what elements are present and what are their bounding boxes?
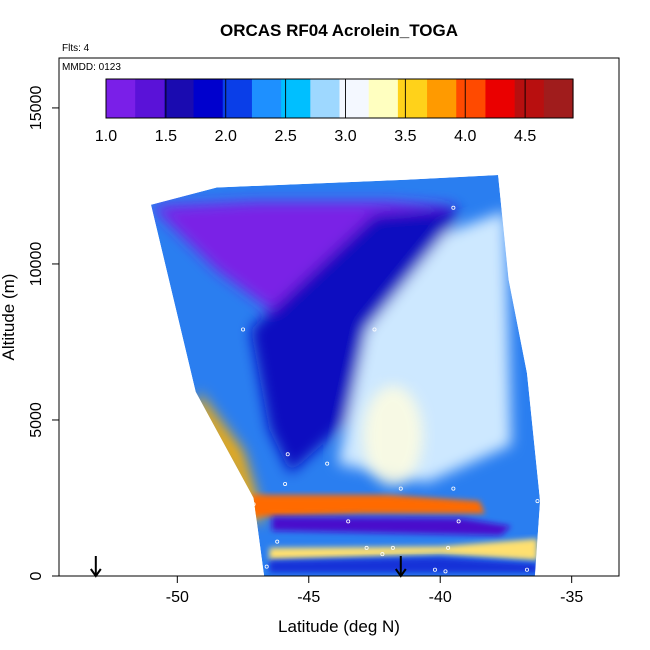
obs-point xyxy=(346,519,351,524)
y-axis: 0 5000 10000 15000 xyxy=(28,86,59,580)
obs-point xyxy=(485,169,490,174)
flights-note: Flts: 4 xyxy=(62,43,90,54)
y-tick-label: 15000 xyxy=(28,86,45,131)
colorbar-swatch xyxy=(251,79,282,118)
field-dark-low-layer xyxy=(269,557,538,573)
obs-point xyxy=(372,327,377,332)
colorbar-swatch xyxy=(456,79,487,118)
colorbar-tick-label: 2.0 xyxy=(215,128,237,145)
colorbar-tick-label: 2.5 xyxy=(274,128,296,145)
obs-point xyxy=(443,569,448,574)
colorbar-swatch xyxy=(106,79,136,118)
field-warm-layer xyxy=(250,494,485,517)
y-tick-label: 0 xyxy=(28,571,45,580)
field-warm-low-layer xyxy=(269,538,538,561)
colorbar-tick-label: 4.0 xyxy=(454,128,476,145)
y-tick-label: 5000 xyxy=(28,402,45,438)
colorbar-tick-label: 1.0 xyxy=(95,128,117,145)
obs-point xyxy=(275,539,280,544)
colorbar-swatch xyxy=(485,79,516,118)
colorbar-swatch xyxy=(397,79,428,118)
obs-point xyxy=(380,552,385,557)
chart-title: ORCAS RF04 Acrolein_TOGA xyxy=(220,21,458,40)
obs-point xyxy=(456,519,461,524)
colorbar-tick-label: 3.5 xyxy=(394,128,416,145)
colorbar-swatch xyxy=(514,79,545,118)
heatmap-field xyxy=(151,175,541,576)
colorbar-swatch xyxy=(222,79,253,118)
obs-point xyxy=(364,545,369,550)
colorbar-tick-label: 4.5 xyxy=(514,128,536,145)
colorbar-tick-label: 1.5 xyxy=(155,128,177,145)
obs-point xyxy=(451,486,456,491)
field-warm-edge-band xyxy=(195,391,267,520)
obs-point xyxy=(535,499,540,504)
x-tick-label: -40 xyxy=(429,589,452,606)
obs-point xyxy=(251,502,256,507)
plot-frame xyxy=(58,57,620,577)
obs-point xyxy=(283,481,288,486)
obs-point xyxy=(398,486,403,491)
colorbar-swatch xyxy=(164,79,195,118)
colorbar: 1.0 1.5 2.0 2.5 3.0 3.5 4.0 4.5 xyxy=(95,78,574,145)
date-note: MMDD: 0123 xyxy=(62,62,121,73)
colorbar-swatch xyxy=(368,79,399,118)
observation-points xyxy=(241,169,540,574)
flight-arrow xyxy=(394,556,407,578)
obs-point xyxy=(390,545,395,550)
colorbar-swatch xyxy=(427,79,457,118)
obs-point xyxy=(451,205,456,210)
obs-point xyxy=(241,327,246,332)
obs-point xyxy=(264,564,269,569)
obs-point xyxy=(446,545,451,550)
x-axis: -50 -45 -40 -35 xyxy=(166,576,583,606)
flight-arrow xyxy=(89,556,102,578)
colorbar-tick-label: 3.0 xyxy=(334,128,356,145)
x-tick-label: -35 xyxy=(560,589,583,606)
x-axis-label: Latitude (deg N) xyxy=(278,617,400,636)
colorbar-swatch xyxy=(193,79,224,118)
colorbar-swatch xyxy=(339,79,370,118)
obs-point xyxy=(325,461,330,466)
obs-point xyxy=(432,567,437,572)
colorbar-swatch xyxy=(310,79,341,118)
field-dark-blue-wedge xyxy=(250,207,459,474)
field-plume-core xyxy=(362,385,423,486)
colorbar-swatch xyxy=(135,79,165,118)
x-tick-label: -45 xyxy=(297,589,320,606)
field-purple-layer xyxy=(272,516,512,536)
colorbar-swatch xyxy=(281,79,311,118)
obs-point xyxy=(524,567,529,572)
y-axis-label: Altitude (m) xyxy=(0,274,18,361)
x-tick-label: -50 xyxy=(166,589,189,606)
y-tick-label: 10000 xyxy=(28,242,45,287)
obs-point xyxy=(285,452,290,457)
colorbar-swatch xyxy=(543,79,574,118)
flight-arrows xyxy=(89,556,407,578)
